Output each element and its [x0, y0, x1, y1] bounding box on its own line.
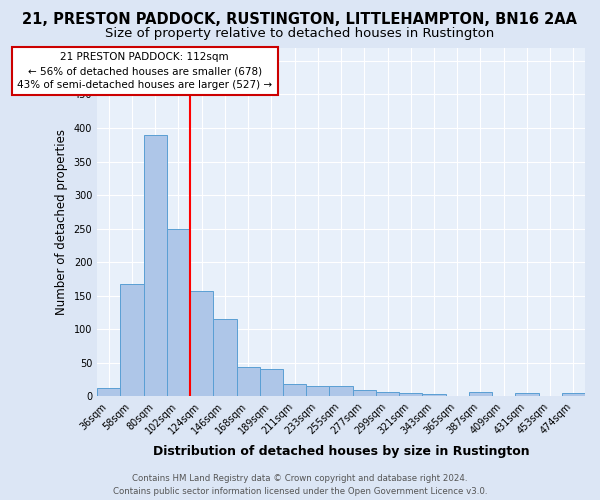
Text: Contains HM Land Registry data © Crown copyright and database right 2024.
Contai: Contains HM Land Registry data © Crown c…	[113, 474, 487, 496]
Bar	[97, 388, 121, 396]
Bar	[121, 284, 143, 397]
Bar	[214, 319, 236, 396]
Bar	[283, 384, 306, 396]
Bar	[422, 394, 446, 396]
Bar	[306, 386, 329, 396]
Bar	[469, 392, 492, 396]
Bar	[143, 134, 167, 396]
Bar	[260, 369, 283, 396]
Bar	[562, 393, 585, 396]
Bar	[329, 386, 353, 396]
Bar	[376, 392, 399, 396]
Text: 21 PRESTON PADDOCK: 112sqm
← 56% of detached houses are smaller (678)
43% of sem: 21 PRESTON PADDOCK: 112sqm ← 56% of deta…	[17, 52, 272, 90]
X-axis label: Distribution of detached houses by size in Rustington: Distribution of detached houses by size …	[153, 444, 529, 458]
Text: Size of property relative to detached houses in Rustington: Size of property relative to detached ho…	[106, 28, 494, 40]
Bar	[167, 228, 190, 396]
Text: 21, PRESTON PADDOCK, RUSTINGTON, LITTLEHAMPTON, BN16 2AA: 21, PRESTON PADDOCK, RUSTINGTON, LITTLEH…	[23, 12, 577, 28]
Bar	[353, 390, 376, 396]
Y-axis label: Number of detached properties: Number of detached properties	[55, 129, 68, 315]
Bar	[236, 367, 260, 396]
Bar	[190, 291, 214, 397]
Bar	[399, 393, 422, 396]
Bar	[515, 393, 539, 396]
